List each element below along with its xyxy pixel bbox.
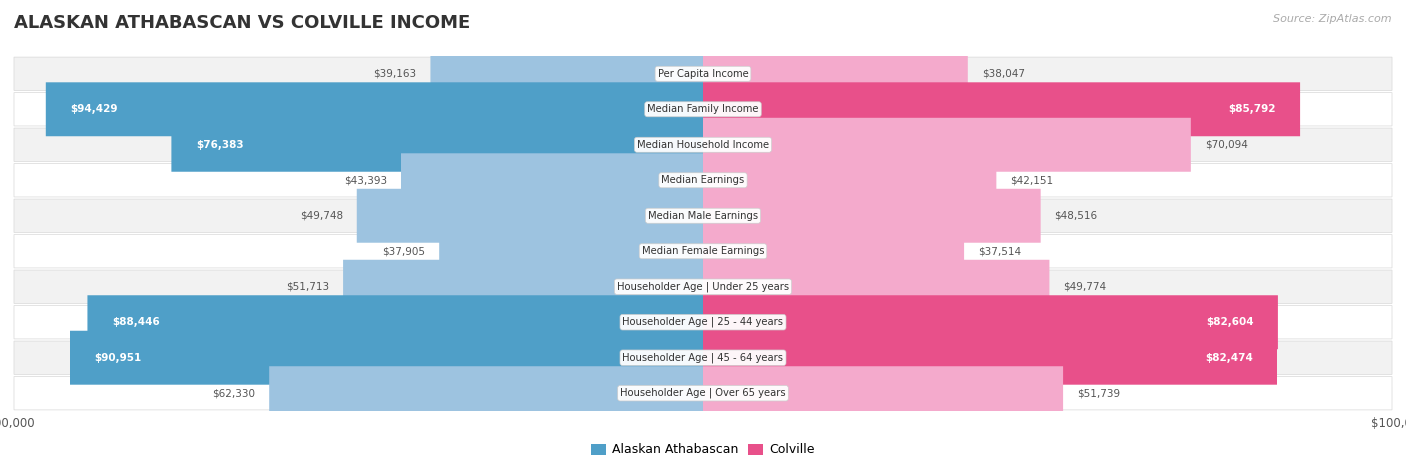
Text: Median Earnings: Median Earnings xyxy=(661,175,745,185)
FancyBboxPatch shape xyxy=(703,331,1277,385)
Text: Householder Age | Over 65 years: Householder Age | Over 65 years xyxy=(620,388,786,398)
FancyBboxPatch shape xyxy=(439,224,703,278)
FancyBboxPatch shape xyxy=(46,82,703,136)
FancyBboxPatch shape xyxy=(14,163,1392,197)
FancyBboxPatch shape xyxy=(14,128,1392,162)
Legend: Alaskan Athabascan, Colville: Alaskan Athabascan, Colville xyxy=(586,439,820,461)
FancyBboxPatch shape xyxy=(343,260,703,314)
Text: $37,514: $37,514 xyxy=(979,246,1021,256)
Text: $82,604: $82,604 xyxy=(1206,317,1254,327)
FancyBboxPatch shape xyxy=(703,153,997,207)
Text: $38,047: $38,047 xyxy=(981,69,1025,79)
FancyBboxPatch shape xyxy=(14,376,1392,410)
Text: Median Male Earnings: Median Male Earnings xyxy=(648,211,758,221)
FancyBboxPatch shape xyxy=(430,47,703,101)
Text: Householder Age | 45 - 64 years: Householder Age | 45 - 64 years xyxy=(623,353,783,363)
Text: Per Capita Income: Per Capita Income xyxy=(658,69,748,79)
Text: $94,429: $94,429 xyxy=(70,104,118,114)
Text: Source: ZipAtlas.com: Source: ZipAtlas.com xyxy=(1274,14,1392,24)
Text: Householder Age | 25 - 44 years: Householder Age | 25 - 44 years xyxy=(623,317,783,327)
Text: $70,094: $70,094 xyxy=(1205,140,1247,150)
FancyBboxPatch shape xyxy=(14,199,1392,233)
FancyBboxPatch shape xyxy=(703,366,1063,420)
Text: Householder Age | Under 25 years: Householder Age | Under 25 years xyxy=(617,282,789,292)
FancyBboxPatch shape xyxy=(14,270,1392,304)
Text: $39,163: $39,163 xyxy=(374,69,416,79)
Text: $51,739: $51,739 xyxy=(1077,388,1121,398)
FancyBboxPatch shape xyxy=(703,260,1049,314)
FancyBboxPatch shape xyxy=(14,92,1392,126)
Text: Median Household Income: Median Household Income xyxy=(637,140,769,150)
Text: $51,713: $51,713 xyxy=(285,282,329,292)
FancyBboxPatch shape xyxy=(14,305,1392,339)
FancyBboxPatch shape xyxy=(357,189,703,243)
Text: $85,792: $85,792 xyxy=(1229,104,1275,114)
Text: Median Family Income: Median Family Income xyxy=(647,104,759,114)
Text: $76,383: $76,383 xyxy=(195,140,243,150)
Text: $37,905: $37,905 xyxy=(382,246,425,256)
FancyBboxPatch shape xyxy=(703,224,965,278)
FancyBboxPatch shape xyxy=(70,331,703,385)
Text: $88,446: $88,446 xyxy=(112,317,159,327)
FancyBboxPatch shape xyxy=(14,341,1392,375)
FancyBboxPatch shape xyxy=(703,189,1040,243)
FancyBboxPatch shape xyxy=(401,153,703,207)
FancyBboxPatch shape xyxy=(87,295,703,349)
Text: $48,516: $48,516 xyxy=(1054,211,1098,221)
FancyBboxPatch shape xyxy=(703,47,967,101)
FancyBboxPatch shape xyxy=(703,118,1191,172)
Text: $62,330: $62,330 xyxy=(212,388,256,398)
FancyBboxPatch shape xyxy=(14,234,1392,268)
Text: $42,151: $42,151 xyxy=(1011,175,1053,185)
Text: $82,474: $82,474 xyxy=(1205,353,1253,363)
FancyBboxPatch shape xyxy=(703,82,1301,136)
Text: Median Female Earnings: Median Female Earnings xyxy=(641,246,765,256)
Text: $49,748: $49,748 xyxy=(299,211,343,221)
FancyBboxPatch shape xyxy=(703,295,1278,349)
Text: ALASKAN ATHABASCAN VS COLVILLE INCOME: ALASKAN ATHABASCAN VS COLVILLE INCOME xyxy=(14,14,471,32)
FancyBboxPatch shape xyxy=(269,366,703,420)
FancyBboxPatch shape xyxy=(14,57,1392,91)
Text: $43,393: $43,393 xyxy=(344,175,387,185)
FancyBboxPatch shape xyxy=(172,118,703,172)
Text: $49,774: $49,774 xyxy=(1063,282,1107,292)
Text: $90,951: $90,951 xyxy=(94,353,142,363)
